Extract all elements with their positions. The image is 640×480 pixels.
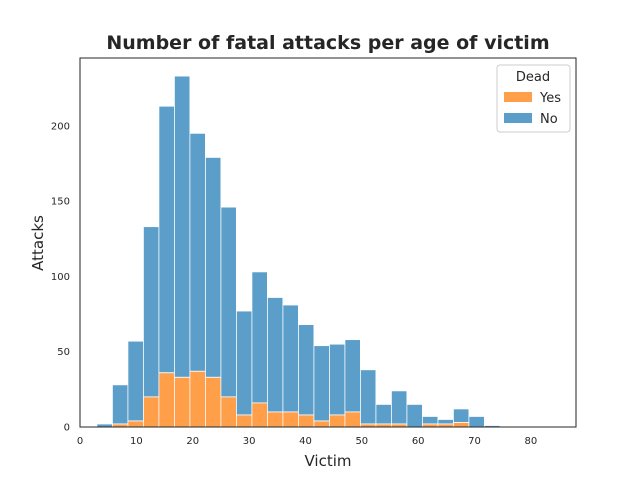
bar-no xyxy=(220,206,237,398)
bar-yes xyxy=(143,396,160,428)
bar-no xyxy=(174,75,191,378)
y-tick-label: 200 xyxy=(51,121,70,132)
legend-title: Dead xyxy=(516,70,550,85)
bar-no xyxy=(143,226,160,398)
legend-swatch-yes xyxy=(504,92,532,102)
y-axis-ticks: 0 50 100 150 200 xyxy=(51,121,70,433)
bar-no xyxy=(344,339,361,413)
legend-label-yes: Yes xyxy=(539,91,561,106)
y-tick-label: 100 xyxy=(51,272,70,283)
bar-yes xyxy=(267,411,284,428)
bar-no xyxy=(189,132,206,372)
bar-yes xyxy=(282,411,299,428)
legend: Dead Yes No xyxy=(496,64,571,133)
bar-no xyxy=(360,369,377,425)
bar-yes xyxy=(127,420,144,428)
bar-no xyxy=(375,404,392,425)
x-axis-label: Victim xyxy=(304,452,351,470)
bar-yes xyxy=(220,396,237,428)
bar-no xyxy=(267,297,284,413)
x-tick-label: 30 xyxy=(243,436,256,447)
bar-yes xyxy=(453,422,470,428)
bar-yes xyxy=(298,414,315,428)
x-tick-label: 50 xyxy=(355,436,368,447)
bar-no xyxy=(329,343,346,416)
y-tick-label: 0 xyxy=(64,423,70,434)
chart-title: Number of fatal attacks per age of victi… xyxy=(106,32,549,54)
bar-no xyxy=(282,304,299,413)
bar-yes xyxy=(236,414,253,428)
bar-no xyxy=(406,404,423,428)
bar-no xyxy=(313,345,330,422)
x-tick-label: 0 xyxy=(77,436,83,447)
bar-no xyxy=(205,157,222,378)
y-tick-label: 150 xyxy=(51,197,70,208)
bar-no xyxy=(127,340,144,422)
bar-yes xyxy=(344,411,361,428)
x-tick-label: 40 xyxy=(299,436,312,447)
x-tick-label: 20 xyxy=(186,436,199,447)
bar-yes xyxy=(251,402,268,428)
bar-yes xyxy=(158,372,175,428)
x-tick-label: 60 xyxy=(412,436,425,447)
bar-yes xyxy=(329,414,346,428)
bar-no xyxy=(437,419,454,425)
bar-no xyxy=(251,271,268,404)
x-tick-label: 10 xyxy=(130,436,143,447)
legend-label-no: No xyxy=(540,112,558,127)
bar-yes xyxy=(174,376,191,428)
plot-frame xyxy=(79,57,577,428)
bar-no xyxy=(158,105,175,374)
y-tick-label: 50 xyxy=(57,347,70,358)
x-tick-label: 80 xyxy=(525,436,538,447)
legend-swatch-no xyxy=(504,113,532,123)
bar-yes xyxy=(205,376,222,428)
bar-yes xyxy=(313,420,330,428)
bar-no xyxy=(112,384,129,425)
bar-yes xyxy=(189,370,206,428)
x-axis-ticks: 0 10 20 30 40 50 60 70 80 xyxy=(77,436,537,447)
y-axis-label: Attacks xyxy=(29,215,47,271)
bar-no xyxy=(468,416,485,428)
bar-no xyxy=(422,416,439,425)
bars-layer xyxy=(96,75,501,428)
bar-no xyxy=(453,408,470,423)
x-tick-label: 70 xyxy=(468,436,481,447)
bar-no xyxy=(236,310,253,416)
bar-no xyxy=(298,324,315,416)
bar-no xyxy=(391,390,408,425)
